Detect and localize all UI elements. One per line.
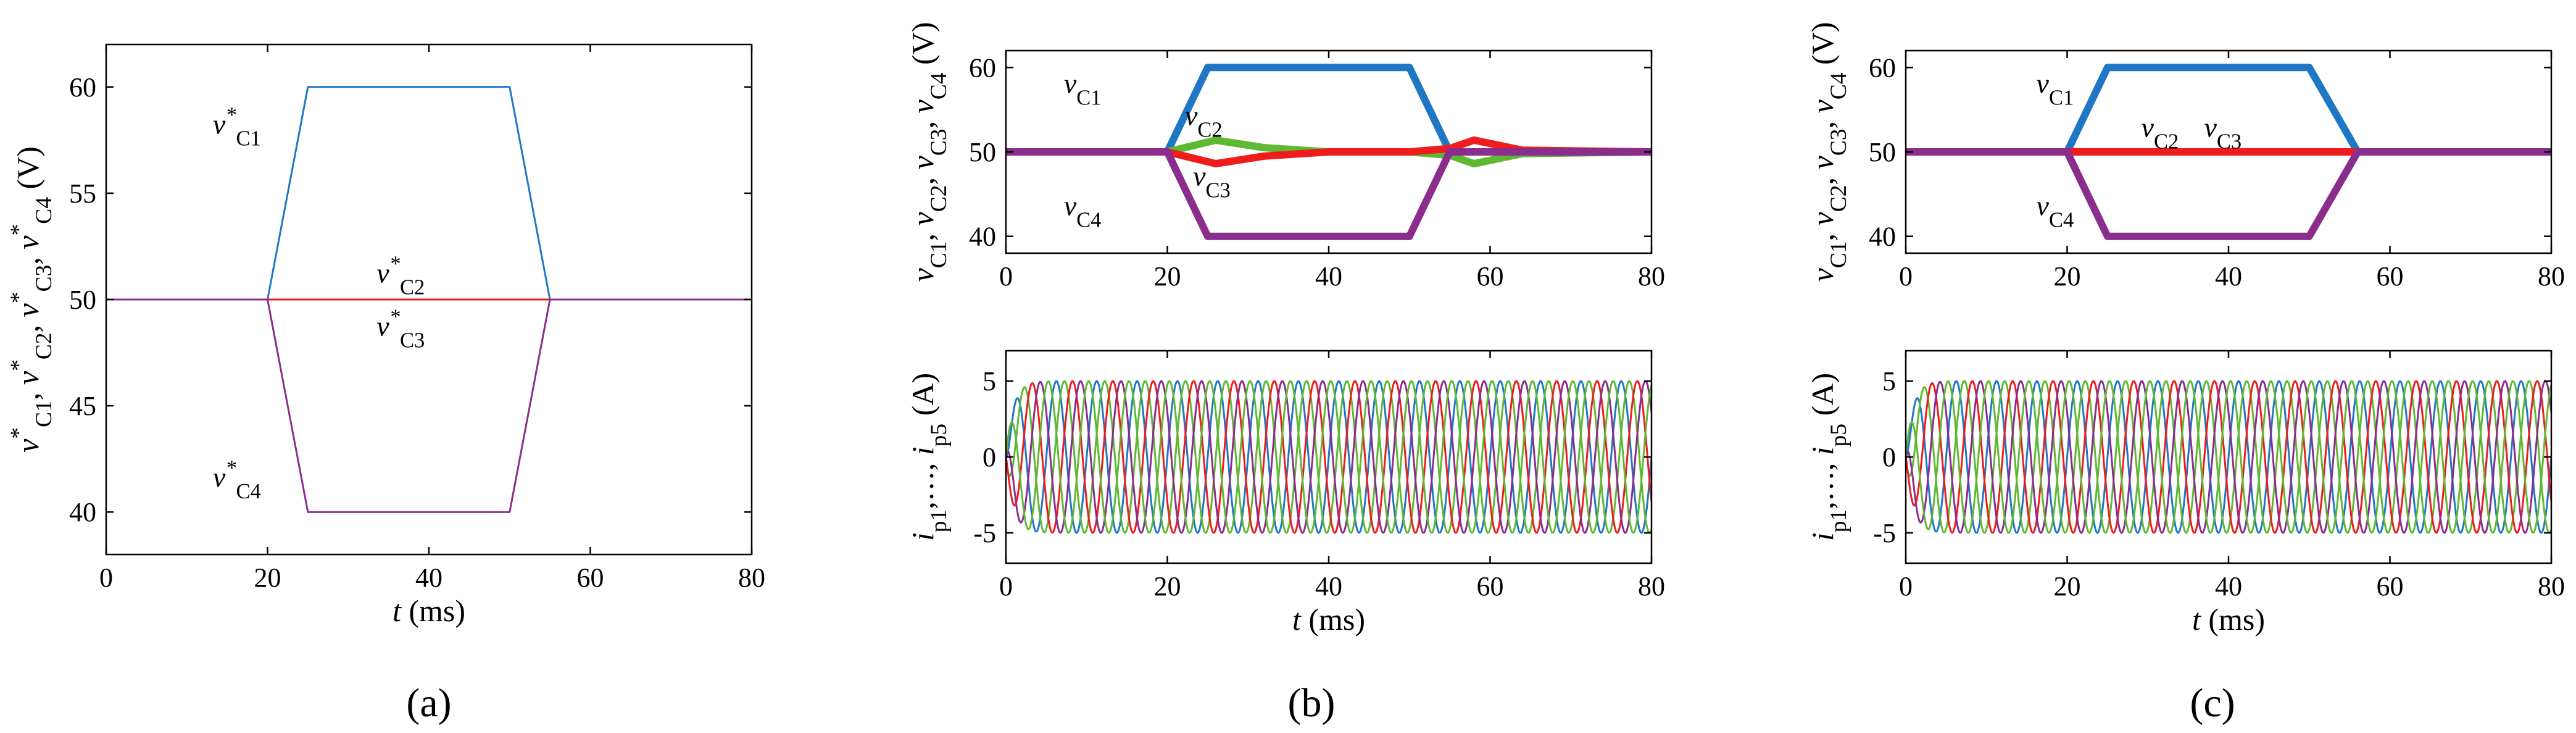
x-tick-label: 0 bbox=[999, 571, 1013, 601]
annotation-vref-C3: v*C3 bbox=[376, 306, 425, 353]
x-tick-label: 20 bbox=[1154, 261, 1181, 291]
x-tick-label: 80 bbox=[2538, 571, 2565, 601]
annotation-vref-C2: v*C2 bbox=[376, 252, 425, 299]
y-tick-label: 40 bbox=[1869, 222, 1896, 252]
x-tick-label: 60 bbox=[1477, 571, 1504, 601]
x-tick-label: 40 bbox=[415, 563, 442, 593]
chart-b-top: 0 20 40 60 80 40 50 60 vC1, vC2, vC3, vC4 (V) vC1… bbox=[905, 22, 1665, 291]
y-axis-label: ip1,…, ip5 (A) bbox=[905, 373, 952, 541]
x-tick-label: 80 bbox=[1638, 571, 1665, 601]
series-vC4 bbox=[1906, 148, 2551, 240]
series-ip1 bbox=[1006, 380, 1652, 534]
y-tick-label: 55 bbox=[69, 178, 96, 209]
panel-label-a: (a) bbox=[406, 681, 451, 726]
plot-area-a bbox=[106, 86, 752, 513]
series-vC4 bbox=[1006, 148, 1652, 240]
annotation-vref-C4: v*C4 bbox=[213, 456, 261, 503]
x-tick-label: 60 bbox=[1477, 261, 1504, 291]
annotation-vC4: vC4 bbox=[1064, 190, 1102, 232]
x-tick-label: 60 bbox=[2377, 571, 2404, 601]
y-tick-label: 40 bbox=[69, 497, 96, 527]
panel-label-c: (c) bbox=[2190, 681, 2235, 726]
x-tick-label: 0 bbox=[999, 261, 1013, 291]
x-tick-label: 20 bbox=[254, 563, 281, 593]
x-tick-label: 20 bbox=[2054, 571, 2081, 601]
y-tick-label: -5 bbox=[1873, 518, 1896, 548]
series-vref-C4 bbox=[106, 298, 752, 513]
series-vC3 bbox=[1006, 136, 1652, 168]
x-axis-label: t (ms) bbox=[393, 593, 465, 628]
x-tick-label: 40 bbox=[1315, 571, 1342, 601]
x-tick-label: 60 bbox=[577, 563, 604, 593]
x-tick-label: 80 bbox=[738, 563, 765, 593]
series-ip1 bbox=[1906, 380, 2551, 534]
plot-area-b-top bbox=[1006, 64, 1652, 240]
annotation-vC2: vC2 bbox=[1185, 99, 1223, 141]
annotation-vC2: vC2 bbox=[2142, 111, 2179, 153]
series-ip4 bbox=[1006, 380, 1652, 534]
y-axis-label: v*C1, v*C2, v*C3, v*C4 (V) bbox=[6, 146, 57, 453]
series-vC1 bbox=[1006, 64, 1652, 156]
y-tick-label: 5 bbox=[1882, 366, 1896, 396]
x-tick-label: 80 bbox=[1638, 261, 1665, 291]
plot-area-c-bottom bbox=[1906, 380, 2551, 534]
y-axis-label: vC1, vC2, vC3, vC4 (V) bbox=[905, 22, 952, 282]
annotation-vC1: vC1 bbox=[2037, 67, 2074, 109]
y-tick-label: 50 bbox=[1869, 137, 1896, 167]
series-ip2 bbox=[1006, 380, 1652, 534]
plot-area-b-bottom bbox=[1006, 380, 1652, 534]
x-tick-label: 40 bbox=[1315, 261, 1342, 291]
chart-a: 0 20 40 60 80 40 45 50 55 60 t (ms) v*C1, v*C2, v*C… bbox=[6, 43, 765, 628]
plot-area-c-top bbox=[1906, 64, 2551, 240]
y-tick-label: 40 bbox=[969, 222, 996, 252]
series-ip5 bbox=[1006, 380, 1652, 534]
annotation-vref-C1: v*C1 bbox=[213, 104, 261, 151]
annotation-vC1: vC1 bbox=[1064, 67, 1102, 109]
x-tick-label: 60 bbox=[2377, 261, 2404, 291]
y-tick-label: 60 bbox=[69, 72, 96, 103]
x-tick-label: 80 bbox=[2538, 261, 2565, 291]
y-axis-label: vC1, vC2, vC3, vC4 (V) bbox=[1805, 22, 1851, 282]
series-ip2 bbox=[1906, 380, 2551, 534]
y-axis-label: ip1,…, ip5 (A) bbox=[1805, 373, 1851, 541]
y-tick-label: 60 bbox=[1869, 52, 1896, 83]
x-tick-label: 40 bbox=[2215, 571, 2242, 601]
x-tick-label: 0 bbox=[1899, 261, 1913, 291]
x-tick-label: 40 bbox=[2215, 261, 2242, 291]
y-tick-label: 0 bbox=[1882, 442, 1896, 472]
series-ip3 bbox=[1906, 380, 2551, 534]
series-ip5 bbox=[1906, 380, 2551, 534]
y-tick-label: 5 bbox=[983, 366, 996, 396]
series-ip3 bbox=[1006, 380, 1652, 534]
y-tick-label: 60 bbox=[969, 52, 996, 83]
series-ip4 bbox=[1906, 380, 2551, 534]
x-tick-label: 0 bbox=[1899, 571, 1913, 601]
x-axis-label: t (ms) bbox=[1292, 602, 1365, 637]
series-vref-C1 bbox=[106, 86, 752, 301]
x-tick-label: 20 bbox=[2054, 261, 2081, 291]
annotation-vC3: vC3 bbox=[1193, 161, 1231, 203]
y-tick-label: 45 bbox=[69, 391, 96, 421]
y-tick-label: 0 bbox=[983, 442, 996, 472]
x-tick-label: 20 bbox=[1154, 571, 1181, 601]
y-tick-label: 50 bbox=[969, 137, 996, 167]
y-tick-label: -5 bbox=[973, 518, 996, 548]
annotation-vC3: vC3 bbox=[2204, 111, 2242, 153]
x-tick-label: 0 bbox=[99, 563, 113, 593]
chart-c-top: 0 20 40 60 80 40 50 60 vC1, vC2, vC3, vC4 (V) vC1… bbox=[1805, 22, 2565, 291]
y-tick-label: 50 bbox=[69, 285, 96, 315]
annotation-vC4: vC4 bbox=[2037, 190, 2074, 232]
x-axis-label: t (ms) bbox=[2192, 602, 2265, 637]
panel-label-b: (b) bbox=[1288, 681, 1336, 726]
